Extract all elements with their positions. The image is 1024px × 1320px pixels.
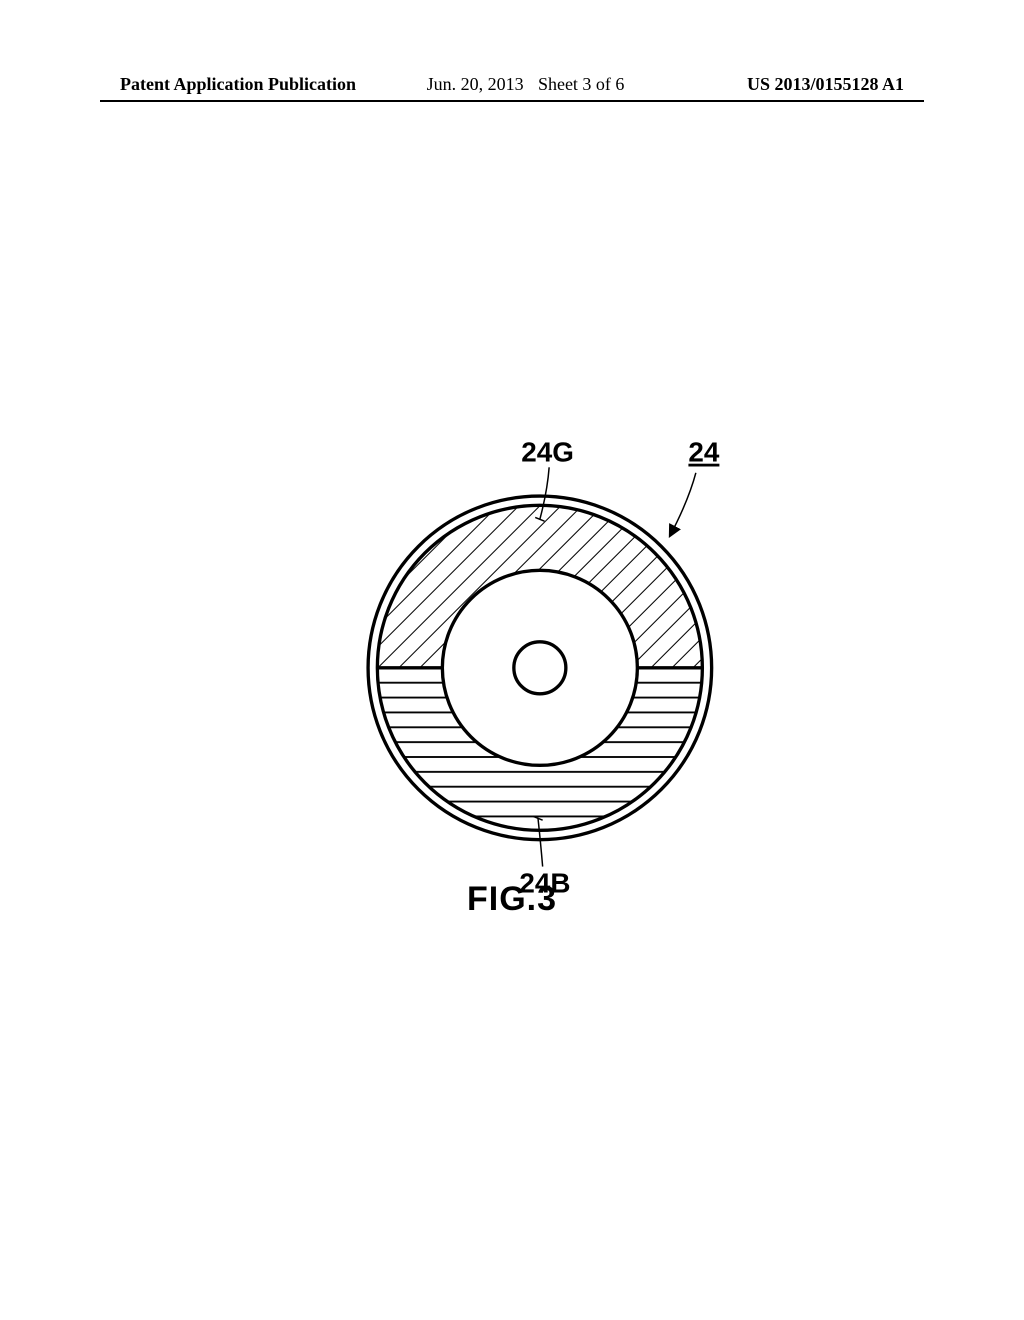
mid-circle [442, 570, 637, 765]
header-rule [100, 100, 924, 102]
label-24g: 24G [521, 437, 574, 468]
label-24: 24 [688, 437, 719, 468]
color-wheel-diagram: 24G 24 24B [280, 408, 744, 899]
figure-caption: FIG.3 [0, 880, 1024, 919]
header-row: Patent Application Publication Jun. 20, … [0, 74, 1024, 95]
figure-svg: 24G 24 24B [232, 380, 792, 900]
header-publication-type: Patent Application Publication [120, 74, 356, 95]
leader-24 [670, 473, 696, 536]
header-sheet: Sheet 3 of 6 [538, 74, 624, 95]
figure-container: 24G 24 24B [0, 380, 1024, 905]
page: Patent Application Publication Jun. 20, … [0, 0, 1024, 1320]
header-date: Jun. 20, 2013 [427, 74, 524, 95]
header-publication-number: US 2013/0155128 A1 [747, 74, 904, 95]
page-header: Patent Application Publication Jun. 20, … [0, 74, 1024, 95]
hub-circle [514, 642, 566, 694]
